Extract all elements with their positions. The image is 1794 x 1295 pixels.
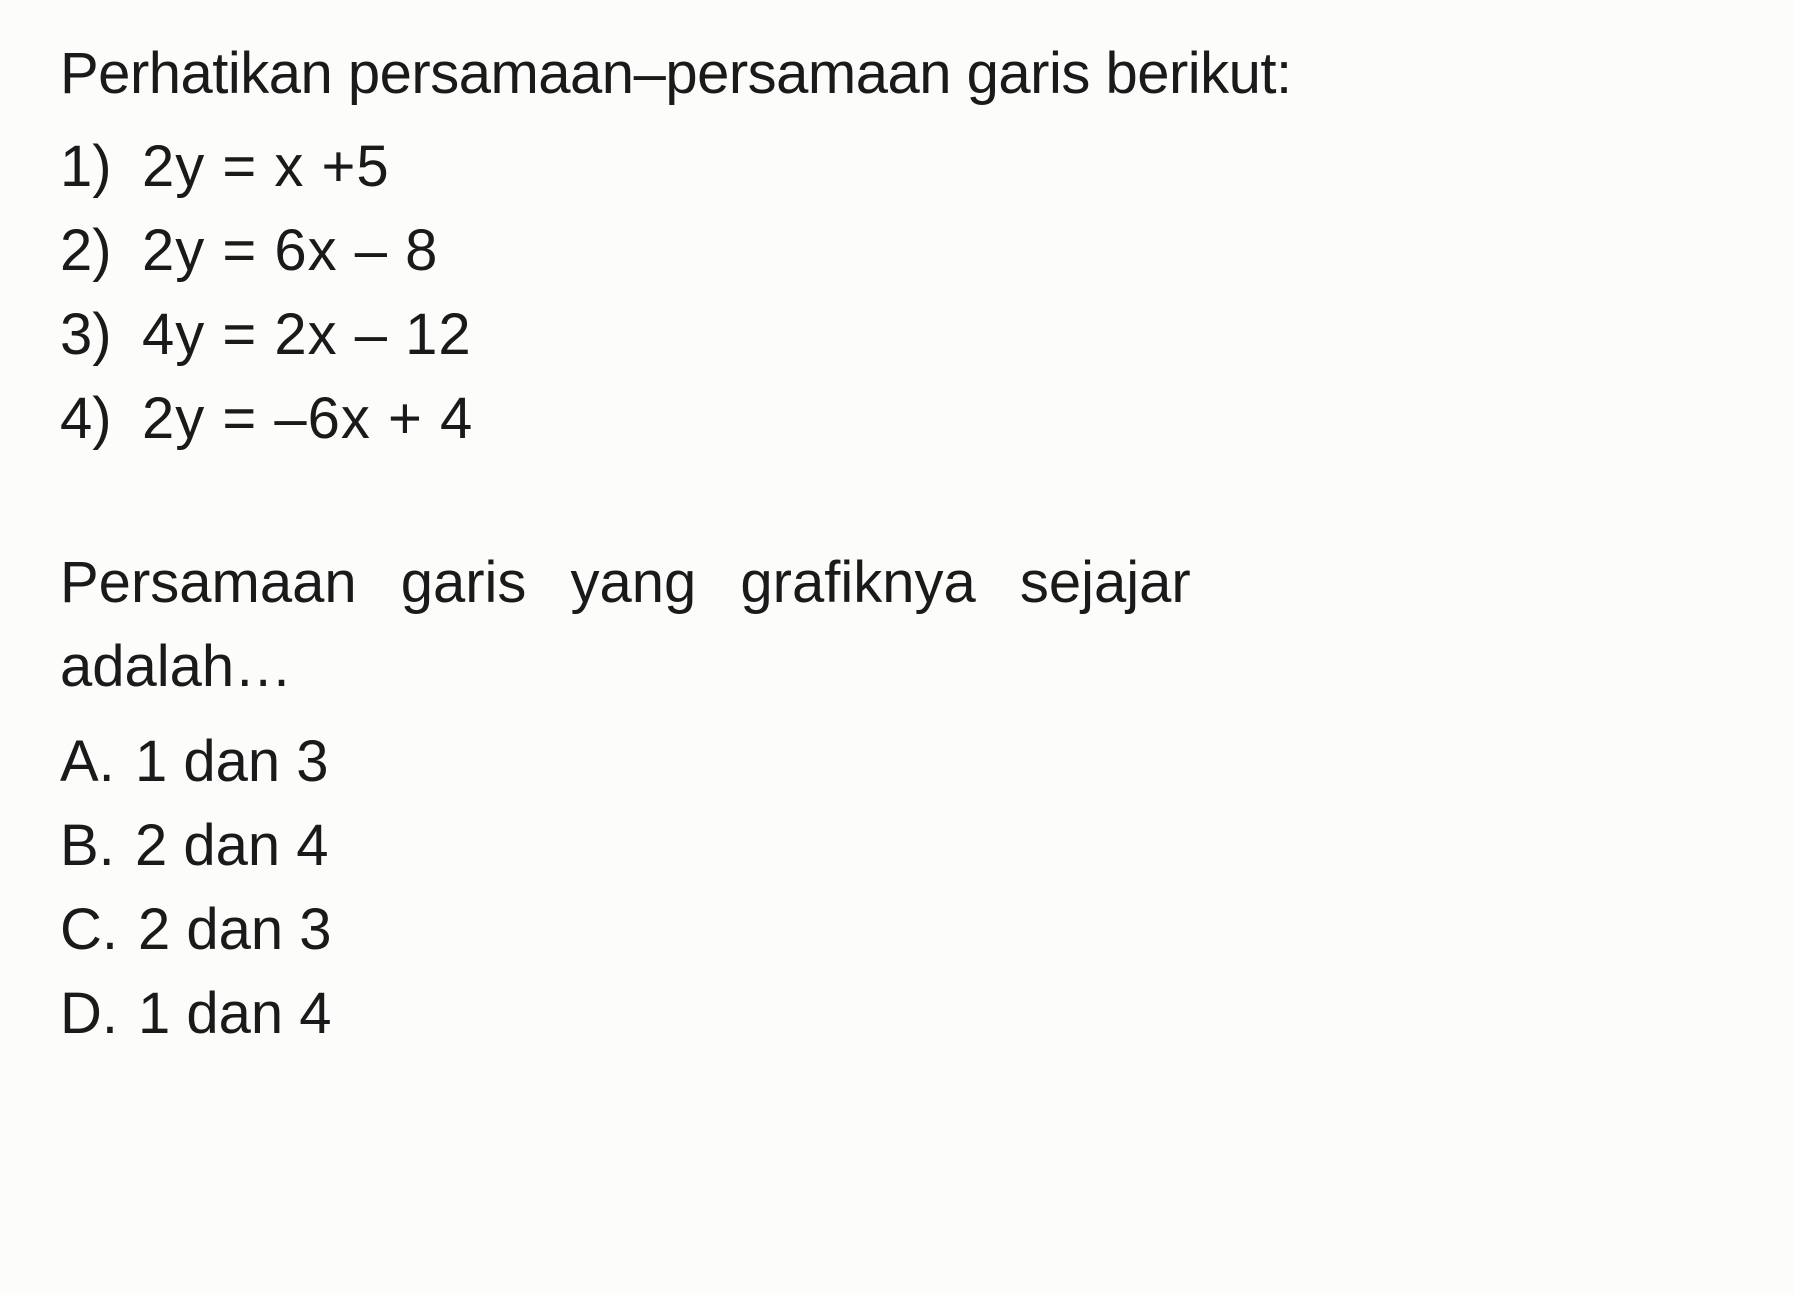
equation-item: 2) 2y = 6x – 8 bbox=[60, 209, 1734, 293]
option-text: 1 dan 3 bbox=[135, 720, 329, 804]
equation-number: 4) bbox=[60, 377, 120, 461]
option-text: 2 dan 4 bbox=[135, 804, 329, 888]
question-text-line1: Persamaan garis yang grafiknya sejajar bbox=[60, 541, 1734, 625]
equation-item: 1) 2y = x +5 bbox=[60, 125, 1734, 209]
option-d: D. 1 dan 4 bbox=[60, 972, 1734, 1056]
option-letter: B. bbox=[60, 804, 115, 888]
option-text: 2 dan 3 bbox=[138, 888, 332, 972]
equation-item: 3) 4y = 2x – 12 bbox=[60, 293, 1734, 377]
option-c: C. 2 dan 3 bbox=[60, 888, 1734, 972]
option-letter: D. bbox=[60, 972, 118, 1056]
answer-options: A. 1 dan 3 B. 2 dan 4 C. 2 dan 3 D. 1 da… bbox=[60, 720, 1734, 1056]
intro-text: Perhatikan persamaan–persamaan garis ber… bbox=[60, 40, 1734, 107]
option-a: A. 1 dan 3 bbox=[60, 720, 1734, 804]
option-text: 1 dan 4 bbox=[138, 972, 332, 1056]
option-letter: C. bbox=[60, 888, 118, 972]
equation-expression: 4y = 2x – 12 bbox=[142, 293, 472, 377]
option-b: B. 2 dan 4 bbox=[60, 804, 1734, 888]
equation-list: 1) 2y = x +5 2) 2y = 6x – 8 3) 4y = 2x –… bbox=[60, 125, 1734, 461]
equation-number: 2) bbox=[60, 209, 120, 293]
equation-expression: 2y = x +5 bbox=[142, 125, 390, 209]
question-text-line2: adalah… bbox=[60, 625, 1734, 709]
equation-number: 3) bbox=[60, 293, 120, 377]
equation-expression: 2y = 6x – 8 bbox=[142, 209, 438, 293]
equation-number: 1) bbox=[60, 125, 120, 209]
option-letter: A. bbox=[60, 720, 115, 804]
equation-item: 4) 2y = –6x + 4 bbox=[60, 377, 1734, 461]
equation-expression: 2y = –6x + 4 bbox=[142, 377, 473, 461]
